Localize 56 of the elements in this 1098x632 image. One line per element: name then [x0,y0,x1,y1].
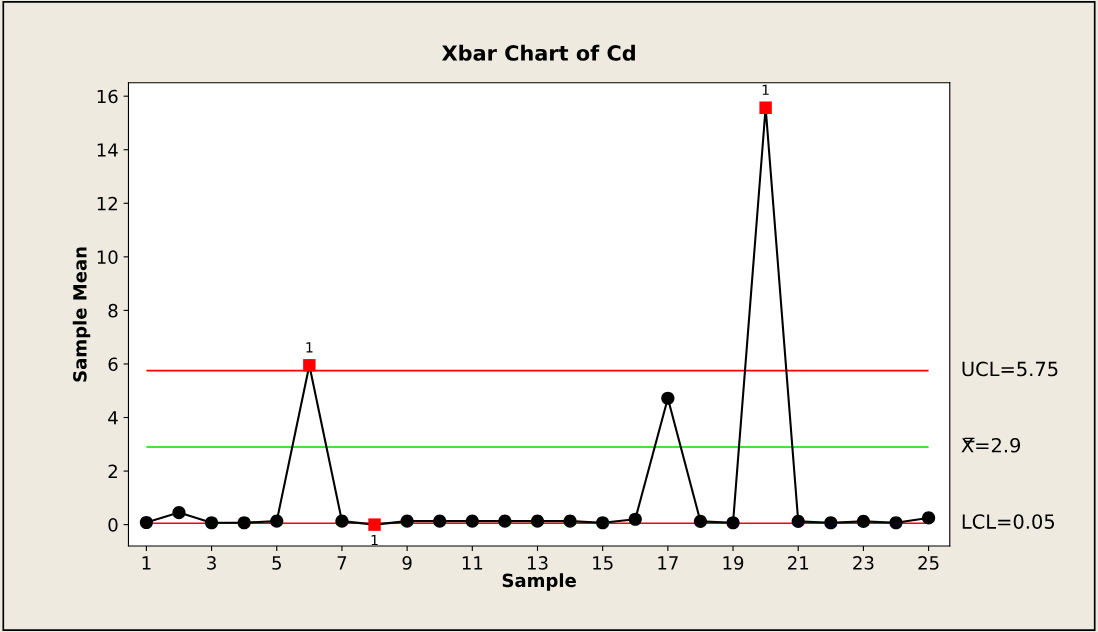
point [204,516,219,530]
point [335,514,349,528]
point [303,359,316,372]
y-tick-label: 14 [97,143,118,157]
point [693,514,708,528]
y-tick-label: 8 [108,303,118,318]
point [530,514,545,528]
x-tick-label: 23 [853,556,874,570]
point [172,505,186,520]
x-tick-label: 5 [272,556,281,570]
x-tick-label: 15 [593,556,613,570]
annotation: 1 [306,342,313,353]
point [628,512,642,526]
y-tick-label: 10 [97,250,118,264]
x-tick-label: 25 [918,556,939,570]
annotation: 1 [371,535,378,546]
y-axis-title: Sample Mean [72,247,91,382]
point [726,516,740,530]
x-tick-label: 9 [402,556,412,570]
y-tick-label: 2 [108,464,117,478]
point [270,514,284,528]
point [759,101,772,114]
chart-title: Xbar Chart of Cd [441,44,635,61]
ref-line-label: UCL=5.75 [962,361,1058,377]
point [596,516,610,530]
point [856,514,870,528]
x-tick-label: 3 [207,556,216,570]
point [400,514,414,528]
point [824,516,838,530]
x-tick-label: 11 [462,556,483,570]
point [368,518,381,531]
point [563,514,577,528]
point [791,514,805,528]
x-tick-label: 19 [723,556,744,570]
point [139,515,153,530]
point [433,514,447,528]
ref-line-label: X̿=2.9 [961,437,1021,453]
point [922,511,936,525]
ref-line-label: LCL=0.05 [962,514,1055,529]
x-axis-title: Sample [502,573,576,591]
x-tick-label: 21 [788,556,809,570]
point [237,516,251,530]
point [889,516,903,530]
point [498,514,512,528]
y-tick-label: 16 [97,89,118,104]
y-tick-label: 12 [97,196,117,211]
annotation: 1 [762,84,769,95]
x-tick-label: 7 [337,556,347,570]
y-tick-label: 6 [108,357,118,372]
x-tick-label: 1 [142,556,151,570]
x-tick-label: 13 [527,556,548,570]
x-tick-label: 17 [658,556,678,570]
y-tick-label: 0 [108,518,118,532]
point [661,391,675,405]
y-tick-label: 4 [108,411,118,425]
point [465,514,479,528]
